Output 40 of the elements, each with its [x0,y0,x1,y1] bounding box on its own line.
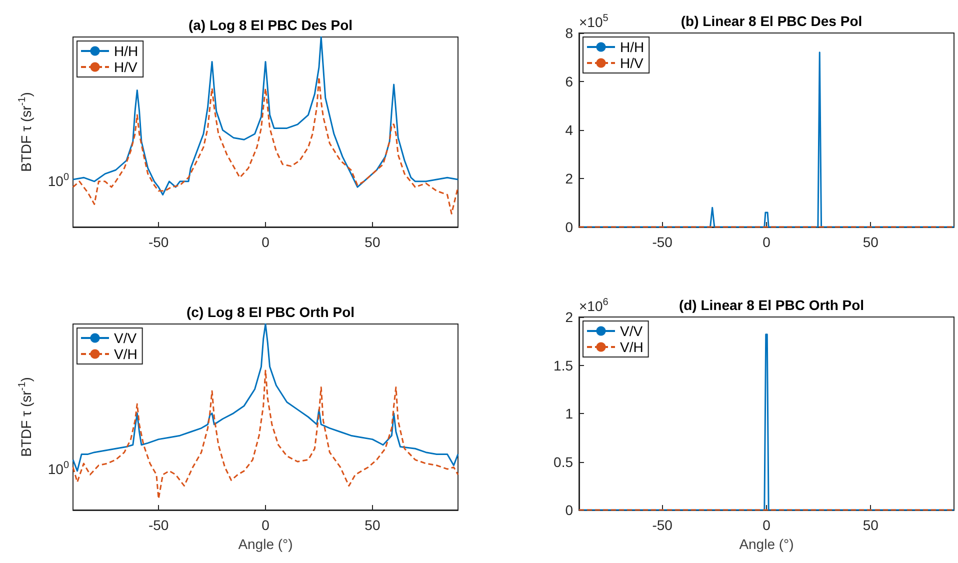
legend-label: H/V [620,55,644,71]
x-tick-label: 50 [862,517,879,533]
y-tick-label: 0.5 [554,454,574,470]
y-tick-label: 0 [565,219,574,235]
legend-label: V/H [620,339,644,355]
x-tick-label: -50 [652,517,673,533]
legend-label: V/V [114,330,138,346]
y-tick-label: 6 [565,74,574,90]
chart-title: (a) Log 8 El PBC Des Pol [188,17,353,33]
annotation: 10$^{0}$ [48,172,69,190]
chart-title: (d) Linear 8 El PBC Orth Pol [678,297,864,313]
x-axis-title: Angle (°) [238,536,293,552]
text: ×10$^{5}$ [579,13,608,30]
x-tick-label: -50 [652,234,673,250]
y-tick-label: 1.5 [554,357,574,374]
y-tick-label: 2 [565,170,574,186]
chart-title: (b) Linear 8 El PBC Des Pol [680,13,862,29]
x-axis-title: Angle (°) [739,536,794,552]
legend-label: H/H [620,39,644,55]
y-tick-label: 1 [565,406,574,422]
annotation: 10$^{0}$ [48,460,69,478]
y-tick-label: 8 [565,25,574,41]
y-tick-label: 4 [565,122,574,138]
x-tick-label: 50 [862,234,879,250]
x-tick-label: -50 [148,517,169,533]
text: ×10$^{6}$ [579,297,608,314]
x-tick-label: 50 [364,517,380,533]
x-tick-label: 0 [262,234,270,250]
legend-label: H/H [114,43,138,59]
x-tick-label: 50 [364,234,380,250]
y-tick-label: 2 [565,309,574,325]
chart-title: (c) Log 8 El PBC Orth Pol [186,304,355,320]
x-tick-label: 0 [762,234,771,250]
y-tick-label: 0 [565,502,574,518]
x-tick-label: 0 [762,517,771,533]
legend-label: H/V [114,59,138,75]
x-tick-label: 0 [262,517,270,533]
x-tick-label: -50 [148,234,169,250]
legend-label: V/V [620,323,644,339]
legend-label: V/H [114,346,138,362]
